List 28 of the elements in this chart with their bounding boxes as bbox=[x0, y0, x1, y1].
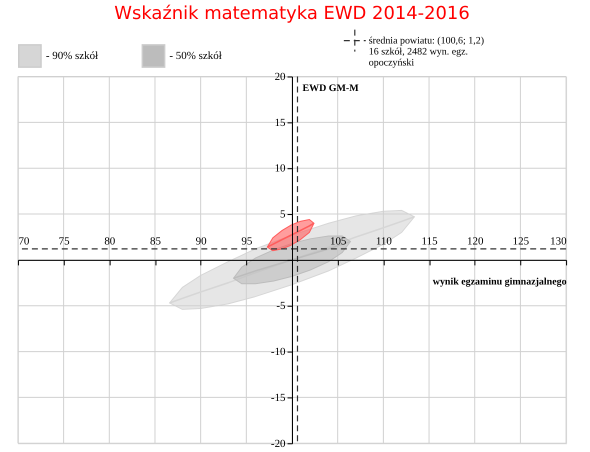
x-tick-label: 130 bbox=[550, 235, 568, 248]
y-tick-label: 5 bbox=[280, 208, 286, 221]
y-tick-label: -10 bbox=[270, 346, 286, 358]
legend-label: - 50% szkół bbox=[169, 50, 222, 62]
x-axis-title: wynik egzaminu gimnazjalnego bbox=[432, 276, 567, 288]
x-tick-label: 120 bbox=[467, 235, 484, 248]
y-tick-label: 10 bbox=[274, 162, 286, 175]
x-tick-label: 70 bbox=[18, 235, 30, 248]
x-tick-label: 125 bbox=[512, 235, 530, 248]
y-tick-label: -15 bbox=[270, 392, 286, 404]
x-tick-label: 110 bbox=[376, 235, 392, 248]
x-tick-label: 85 bbox=[150, 235, 162, 248]
chart-title: Wskaźnik matematyka EWD 2014-2016 bbox=[114, 3, 470, 24]
y-axis-title: EWD GM-M bbox=[302, 82, 360, 94]
x-tick-label: 115 bbox=[422, 235, 438, 248]
x-tick-label: 80 bbox=[104, 235, 116, 248]
x-tick-label: 95 bbox=[241, 235, 253, 248]
legend-label: - 90% szkół bbox=[46, 50, 98, 62]
y-tick-label: 20 bbox=[274, 71, 286, 83]
text: opoczyński bbox=[368, 58, 414, 69]
text: 16 szkół, 2482 wyn. egz. bbox=[368, 46, 468, 58]
x-tick-label: 105 bbox=[330, 235, 347, 248]
y-tick-label: 15 bbox=[274, 116, 286, 129]
y-tick-label: -5 bbox=[276, 300, 286, 312]
legend-label: średnia powiatu: (100,6; 1,2) bbox=[368, 36, 484, 47]
x-tick-label: 75 bbox=[58, 235, 70, 248]
y-tick-label: -20 bbox=[270, 438, 286, 450]
x-tick-label: 90 bbox=[196, 235, 208, 248]
